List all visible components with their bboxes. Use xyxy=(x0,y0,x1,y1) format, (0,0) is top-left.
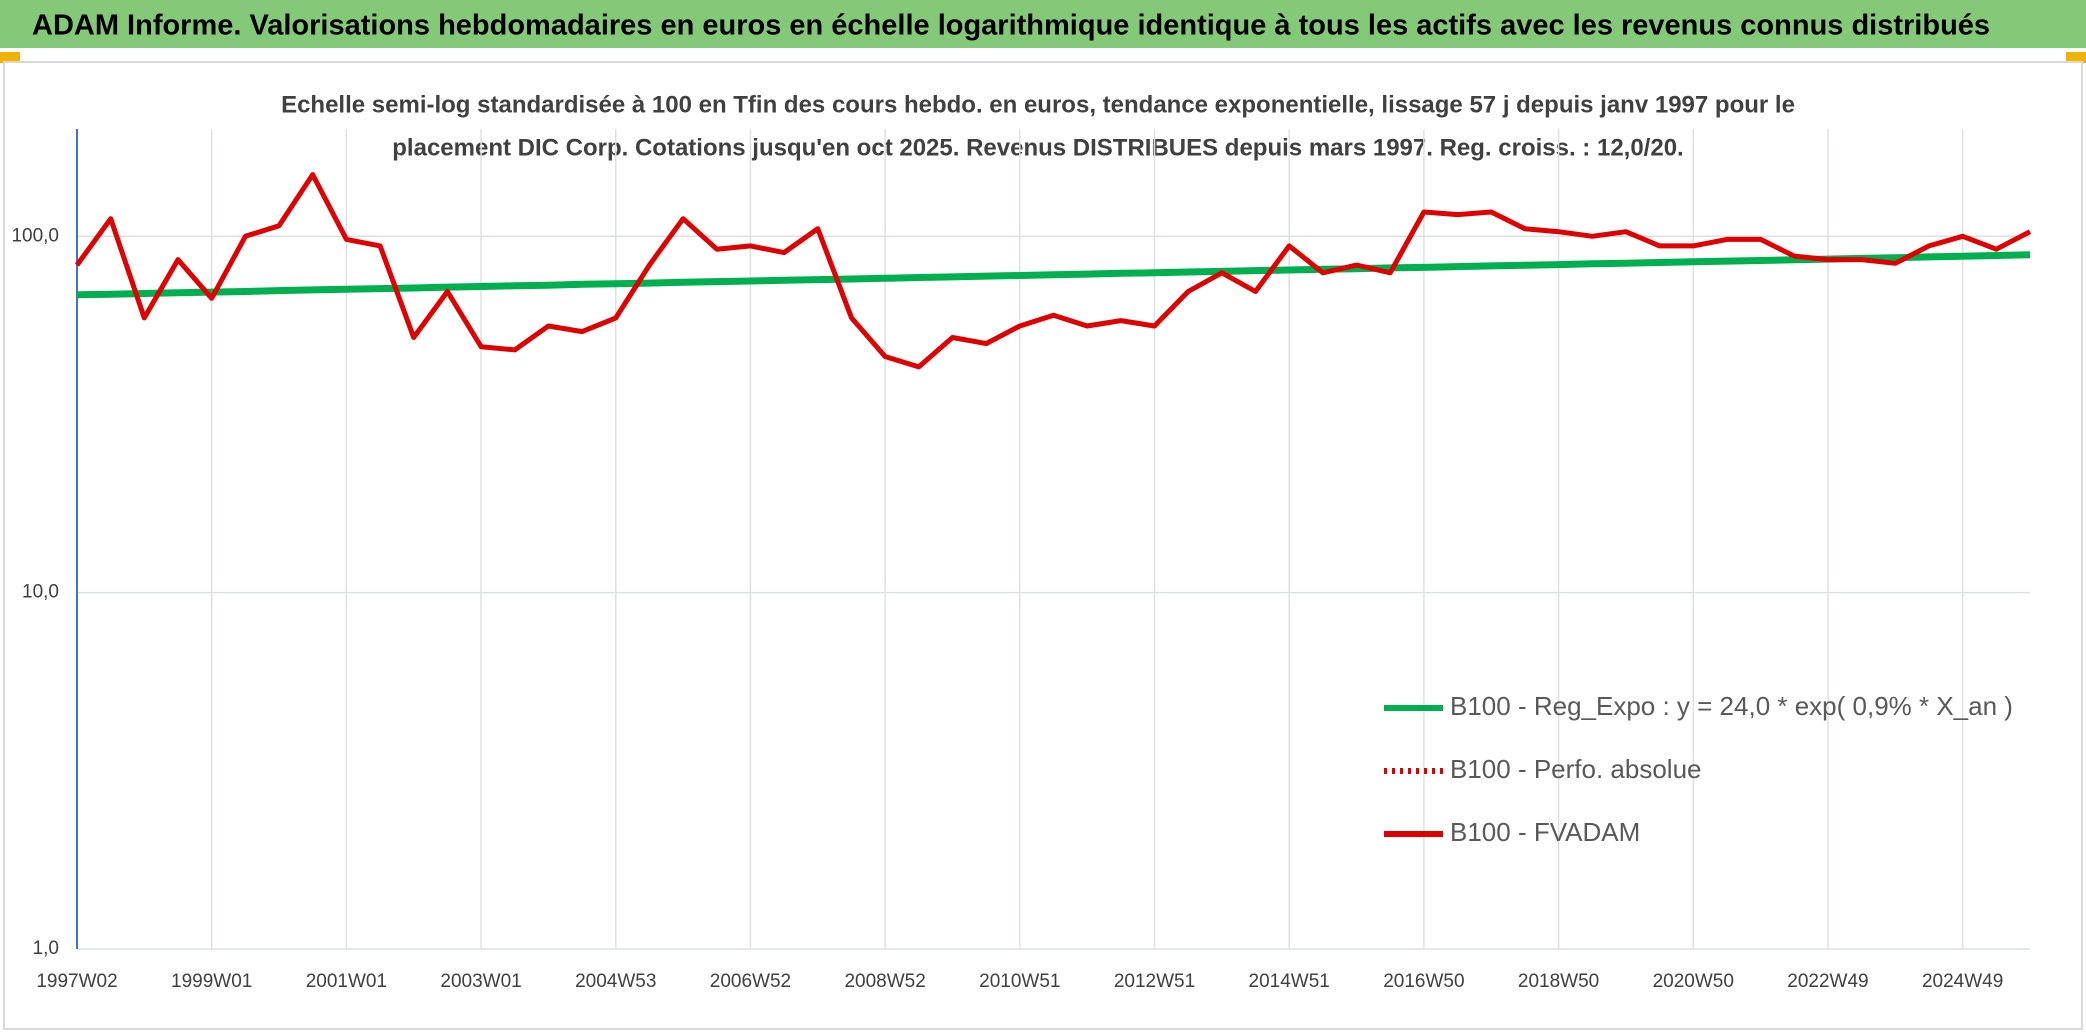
x-tick-label: 2012W51 xyxy=(1114,971,1195,992)
series-line xyxy=(76,251,2031,299)
corner-mark xyxy=(2066,52,2086,63)
x-tick-label: 2006W52 xyxy=(710,971,791,992)
corner-mark xyxy=(0,52,20,63)
legend-label: B100 - Reg_Expo : y = 24,0 * exp( 0,9% *… xyxy=(1450,691,2013,721)
x-tick-label: 2022W49 xyxy=(1787,971,1868,992)
x-tick-label: 1999W01 xyxy=(171,971,252,992)
chart-subtitle: placement DIC Corp. Cotations jusqu'en o… xyxy=(392,134,1683,161)
y-tick-label: 10,0 xyxy=(22,582,59,603)
x-tick-label: 2010W51 xyxy=(979,971,1060,992)
x-tick-label: 2004W53 xyxy=(575,971,656,992)
x-tick-label: 2014W51 xyxy=(1249,971,1330,992)
x-tick-label: 2003W01 xyxy=(440,971,521,992)
y-tick-label: 100,0 xyxy=(11,225,59,246)
header-bar xyxy=(0,0,2086,48)
chart-title: ADAM Informe. Valorisations hebdomadaire… xyxy=(32,10,1990,42)
series-line xyxy=(74,172,2032,370)
x-tick-label: 2018W50 xyxy=(1518,971,1599,992)
y-tick-label: 1,0 xyxy=(33,938,59,959)
x-tick-label: 2001W01 xyxy=(306,971,387,992)
x-tick-label: 2016W50 xyxy=(1383,971,1464,992)
x-tick-label: 2020W50 xyxy=(1653,971,1734,992)
x-tick-label: 2024W49 xyxy=(1922,971,2003,992)
legend-label: B100 - FVADAM xyxy=(1450,817,1640,847)
legend-label: B100 - Perfo. absolue xyxy=(1450,754,1702,784)
x-tick-label: 1997W02 xyxy=(36,971,117,992)
chart-subtitle: Echelle semi-log standardisée à 100 en T… xyxy=(281,91,1795,118)
x-tick-label: 2008W52 xyxy=(844,971,925,992)
frame xyxy=(3,61,2083,1030)
